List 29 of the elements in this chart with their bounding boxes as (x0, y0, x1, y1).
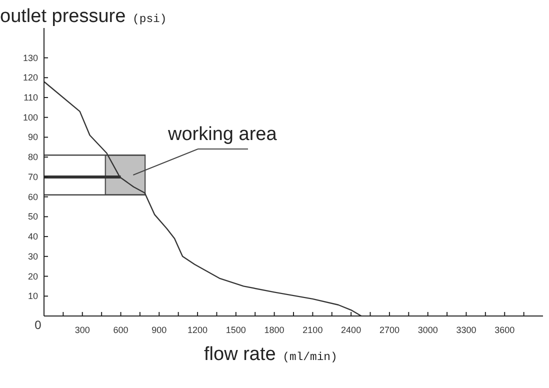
y-tick-label: 130 (22, 52, 38, 63)
y-tick-label: 110 (24, 92, 38, 103)
x-tick-label: 300 (74, 325, 90, 335)
y-tick-label: 60 (28, 192, 38, 202)
x-tick-label: 2400 (341, 325, 362, 335)
x-tick-label: 1800 (264, 325, 284, 335)
annotation: working area (167, 124, 278, 145)
y-tick-label: 70 (28, 172, 38, 182)
y-tick-label: 10 (28, 291, 38, 302)
x-tick-label: 3600 (494, 325, 515, 335)
x-tick-label: 900 (152, 325, 167, 335)
y-tick-label: 80 (28, 152, 38, 162)
y-tick-label: 20 (28, 271, 38, 282)
x-tick-label: 0 (34, 318, 42, 332)
x-tick-label: 3000 (418, 325, 438, 335)
y-tick-label: 90 (28, 132, 38, 142)
x-tick-label: 1500 (226, 325, 246, 335)
y-tick-label: 50 (28, 212, 38, 222)
x-tick-label: 1200 (188, 325, 208, 335)
x-tick-label: 600 (113, 325, 128, 335)
y-tick-label: 40 (28, 232, 38, 242)
x-axis-title: flow rate (ml/min) (204, 344, 338, 365)
y-axis-title: outlet pressure (psi) (0, 6, 167, 27)
x-tick-label: 2100 (302, 325, 323, 335)
x-tick-label: 2700 (379, 325, 400, 335)
y-tick-label: 100 (22, 112, 38, 122)
y-tick-label: 120 (22, 72, 38, 83)
y-tick-label: 30 (28, 251, 38, 262)
x-tick-label: 3300 (456, 325, 476, 335)
